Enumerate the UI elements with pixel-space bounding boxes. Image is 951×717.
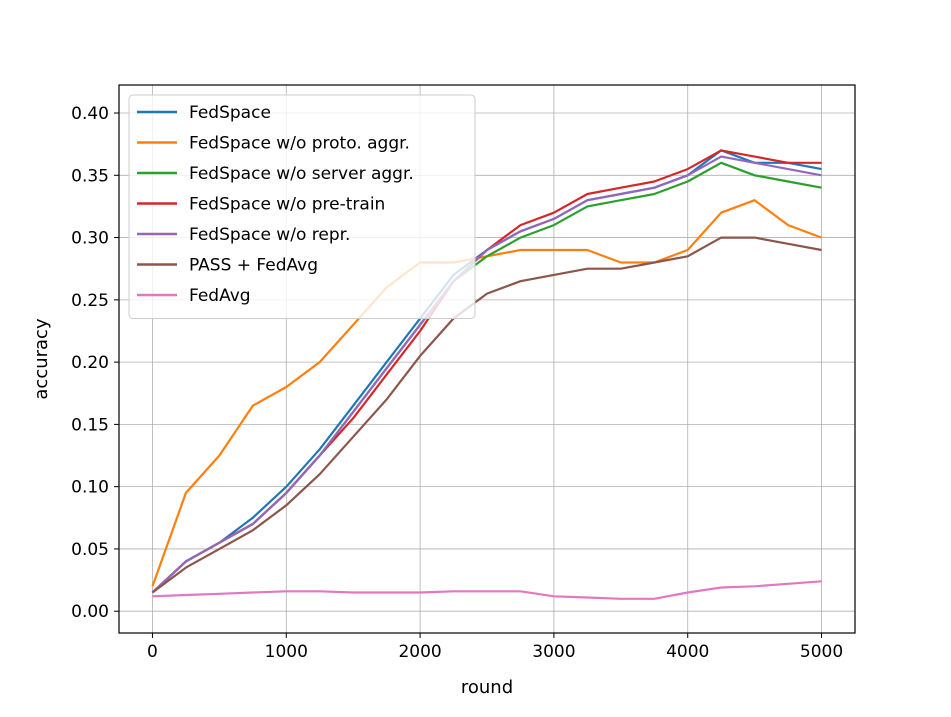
series-line-fedavg (152, 580, 822, 600)
legend: FedSpace FedSpace w/o proto. aggr. FedSpac… (128, 94, 476, 319)
y-tick-label: 0.05 (71, 540, 109, 560)
y-tick-label: 0.15 (71, 415, 109, 435)
x-tick-label: 3000 (532, 642, 575, 662)
y-axis-label: accuracy (31, 318, 52, 400)
legend-label: FedSpace (189, 103, 271, 123)
x-tick-label: 1000 (265, 642, 308, 662)
axis-ticks: 0 1000 2000 3000 4000 5000 0.00 0.05 0.10 0.15 0.2… (71, 104, 843, 662)
x-tick-label: 5000 (800, 642, 843, 662)
series-lines (151, 149, 822, 600)
plot-frame (118, 84, 856, 634)
y-tick-label: 0.00 (71, 602, 109, 622)
x-axis-label: round (461, 677, 513, 698)
y-tick-label: 0.40 (71, 104, 109, 124)
legend-label: FedAvg (189, 286, 251, 306)
series-line-pass-fedavg (151, 236, 822, 594)
y-tick-label: 0.20 (71, 353, 109, 373)
legend-label: FedSpace w/o server aggr. (189, 164, 414, 184)
y-tick-label: 0.10 (71, 478, 109, 498)
x-tick-label: 2000 (398, 642, 441, 662)
legend-box (128, 94, 476, 319)
legend-label: FedSpace w/o proto. aggr. (189, 134, 410, 154)
y-tick-label: 0.35 (71, 166, 109, 186)
legend-label: FedSpace w/o repr. (189, 225, 350, 245)
legend-label: FedSpace w/o pre-train (189, 195, 385, 215)
legend-label: PASS + FedAvg (189, 256, 318, 276)
x-tick-label: 0 (147, 642, 158, 662)
x-tick-label: 4000 (666, 642, 709, 662)
series-line-fedspace-w-o-repr (151, 155, 822, 594)
y-tick-label: 0.30 (71, 229, 109, 249)
y-tick-label: 0.25 (71, 291, 109, 311)
